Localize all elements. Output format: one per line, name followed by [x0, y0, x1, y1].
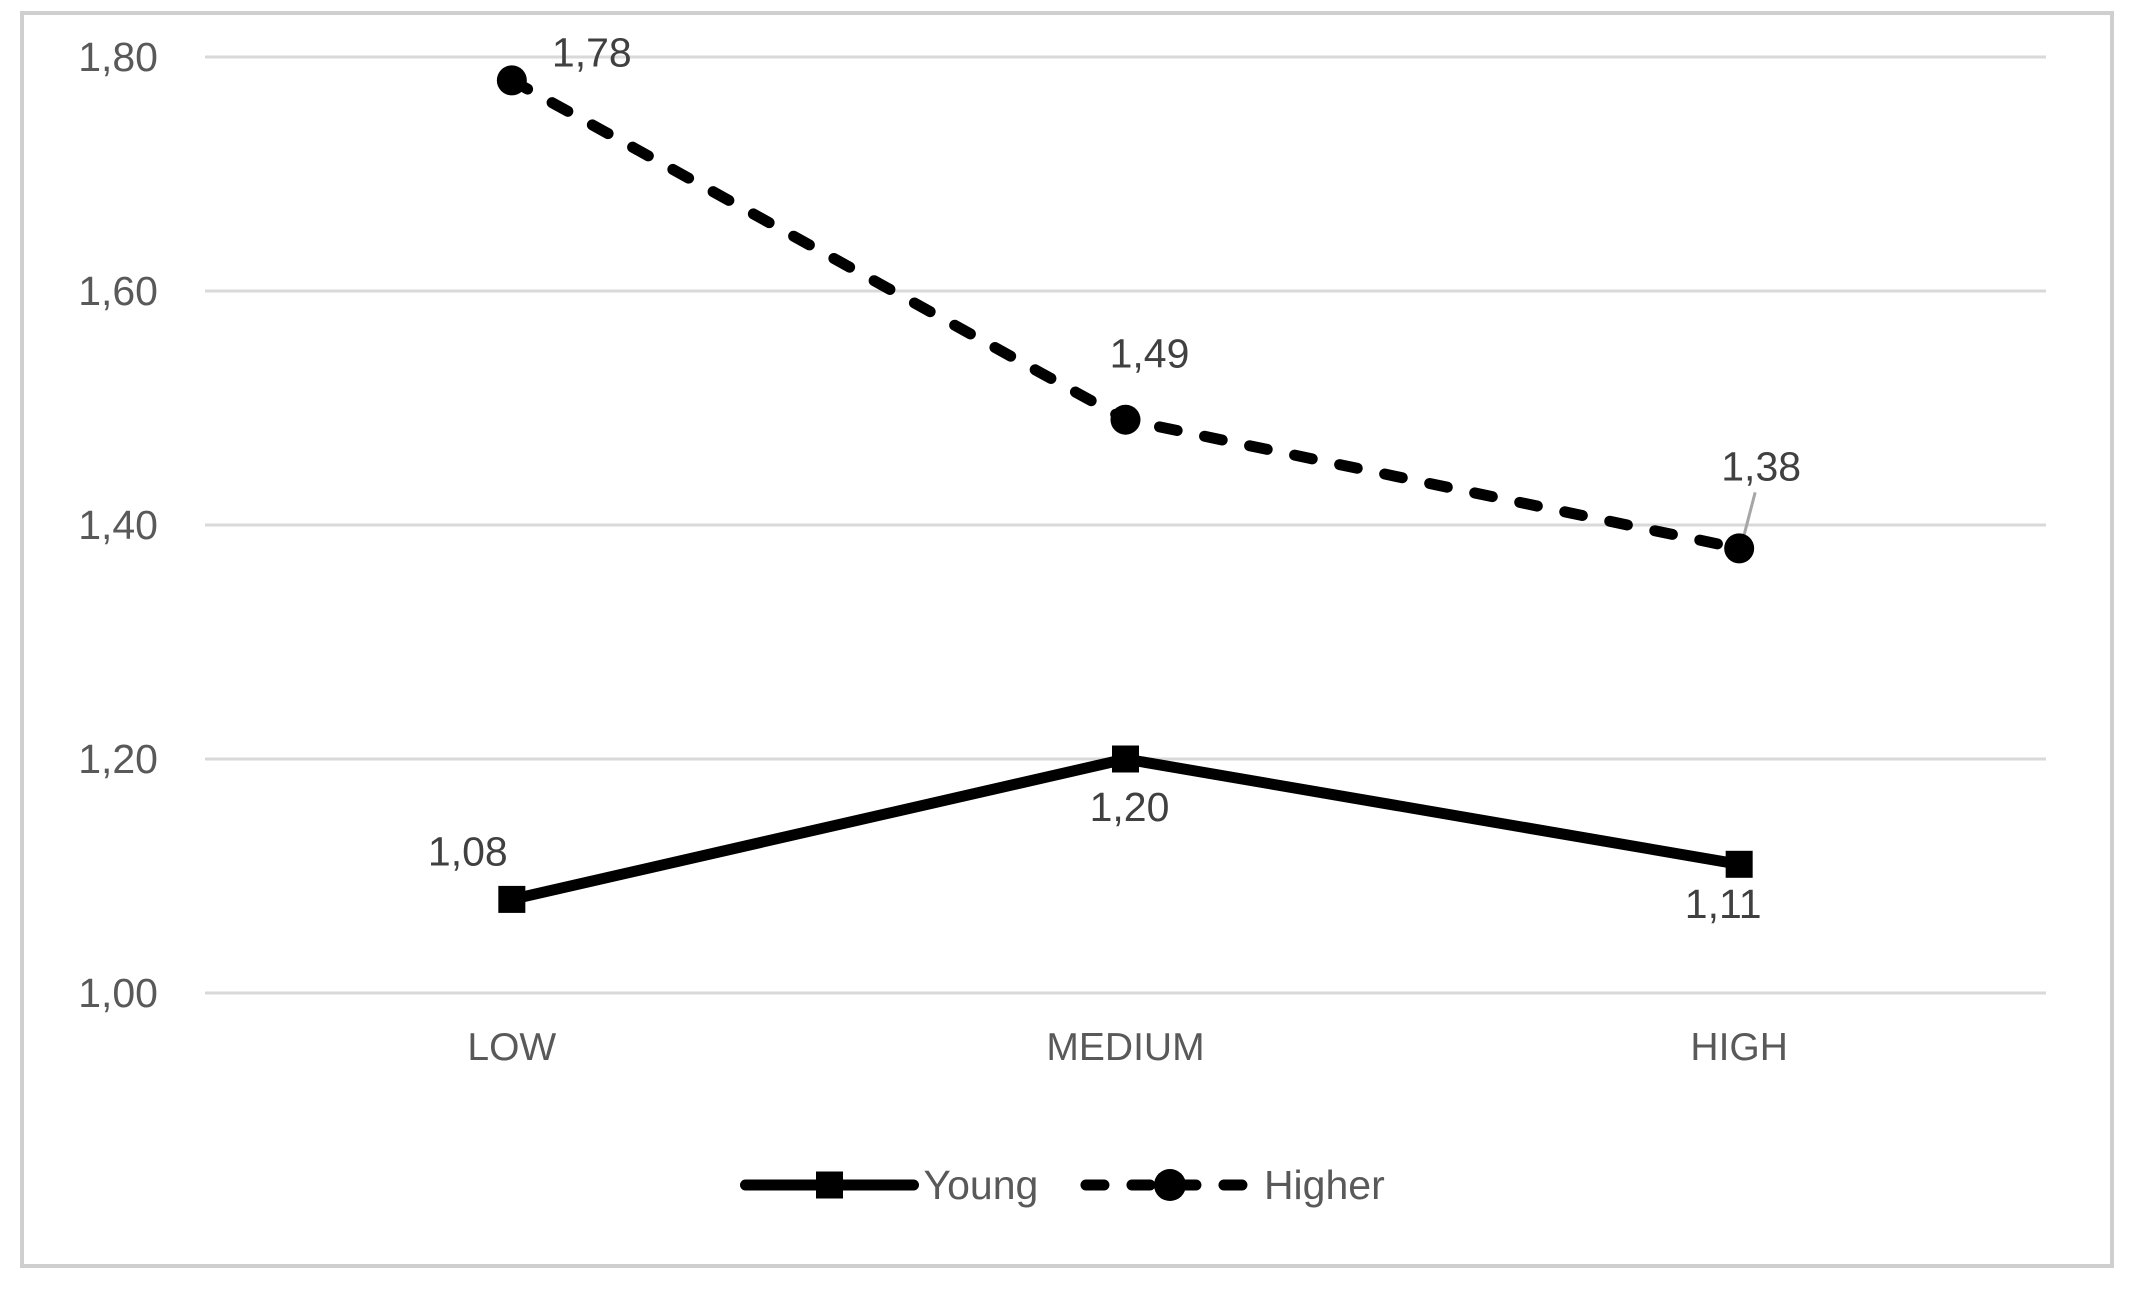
data-point-marker-square — [1112, 745, 1139, 773]
legend-item-label: Higher — [1264, 1162, 1385, 1208]
data-point-marker-circle — [1110, 404, 1141, 435]
chart-frame — [20, 11, 2114, 1268]
x-category-label: HIGH — [1690, 1026, 1788, 1069]
y-tick-label: 1,40 — [78, 502, 158, 548]
y-tick-label: 1,20 — [78, 736, 158, 782]
legend-item-label: Young — [924, 1162, 1039, 1208]
data-label: 1,11 — [1685, 881, 1762, 927]
legend-key-marker-circle — [1153, 1169, 1186, 1201]
data-label: 1,08 — [428, 828, 508, 874]
data-point-marker-circle — [1724, 533, 1755, 564]
y-tick-label: 1,80 — [78, 34, 158, 80]
x-category-label: MEDIUM — [1046, 1026, 1204, 1069]
y-tick-label: 1,00 — [78, 970, 158, 1016]
data-label: 1,78 — [552, 29, 632, 75]
y-tick-label: 1,60 — [78, 268, 158, 314]
data-point-marker-square — [1725, 850, 1753, 878]
x-category-label: LOW — [467, 1026, 556, 1069]
data-point-marker-square — [498, 885, 526, 913]
data-label-leader-line — [1740, 492, 1757, 543]
data-point-marker-circle — [496, 65, 527, 96]
data-label: 1,49 — [1110, 331, 1190, 377]
legend-key-marker-square — [816, 1171, 844, 1199]
data-label: 1,20 — [1090, 784, 1170, 830]
data-label: 1,38 — [1721, 443, 1801, 489]
